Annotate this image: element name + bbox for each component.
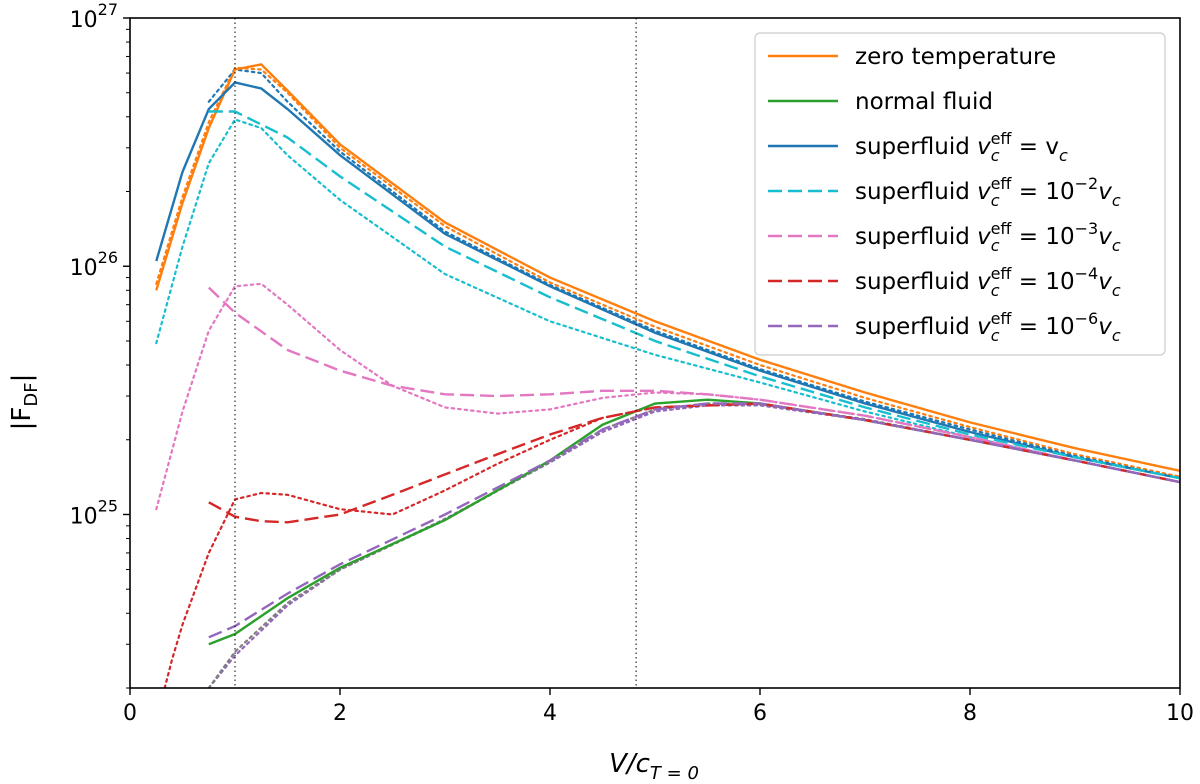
- series-line-3: [208, 110, 1180, 480]
- legend-label: superfluid vceff = 10−3vc: [855, 219, 1121, 255]
- x-axis-label-subscript: T = 0: [650, 763, 699, 784]
- x-tick-label: 6: [753, 701, 767, 726]
- reference-lines: [234, 18, 637, 688]
- x-tick-label: 8: [963, 701, 977, 726]
- y-axis-ticks: 1025 1026 1027: [70, 0, 130, 689]
- y-tick-label: 1027: [70, 0, 118, 33]
- legend-label: superfluid vceff = 10−6vc: [855, 309, 1121, 345]
- legend: zero temperature normal fluid superfluid v…: [754, 32, 1166, 356]
- axes-frame: [129, 17, 1181, 689]
- series-line-4: [207, 286, 1180, 484]
- dotted-series-line-0: [155, 66, 1180, 478]
- series-line-1: [208, 398, 1180, 646]
- x-axis-label: V/cT = 0: [609, 749, 699, 784]
- legend-label: zero temperature: [855, 44, 1056, 70]
- legend-label: superfluid vceff = 10−4vc: [855, 264, 1121, 300]
- legend-label: superfluid vceff = vc: [855, 129, 1068, 165]
- y-tick-label: 1026: [70, 248, 118, 281]
- dotted-series-line-2: [155, 118, 1180, 484]
- series-line-6: [208, 402, 1180, 639]
- x-tick-label: 10: [1166, 701, 1194, 726]
- dotted-series-line-6: [207, 402, 1180, 688]
- x-axis-ticks: 0 2 4 6 8 10: [123, 688, 1194, 726]
- x-tick-label: 0: [123, 701, 137, 726]
- series-line-2: [155, 81, 1180, 480]
- x-tick-label: 4: [543, 701, 557, 726]
- x-tick-label: 2: [333, 701, 347, 726]
- y-axis-label-subscript: DF: [21, 382, 42, 406]
- series-line-0: [155, 63, 1180, 472]
- legend-label: normal fluid: [855, 89, 993, 115]
- y-axis-label: |FDF|: [7, 374, 42, 431]
- plot-lines: [155, 63, 1180, 688]
- legend-label: superfluid vceff = 10−2vc: [855, 174, 1121, 210]
- series-line-5: [208, 402, 1180, 524]
- legend-box: [754, 32, 1166, 356]
- y-tick-label: 1025: [70, 496, 118, 529]
